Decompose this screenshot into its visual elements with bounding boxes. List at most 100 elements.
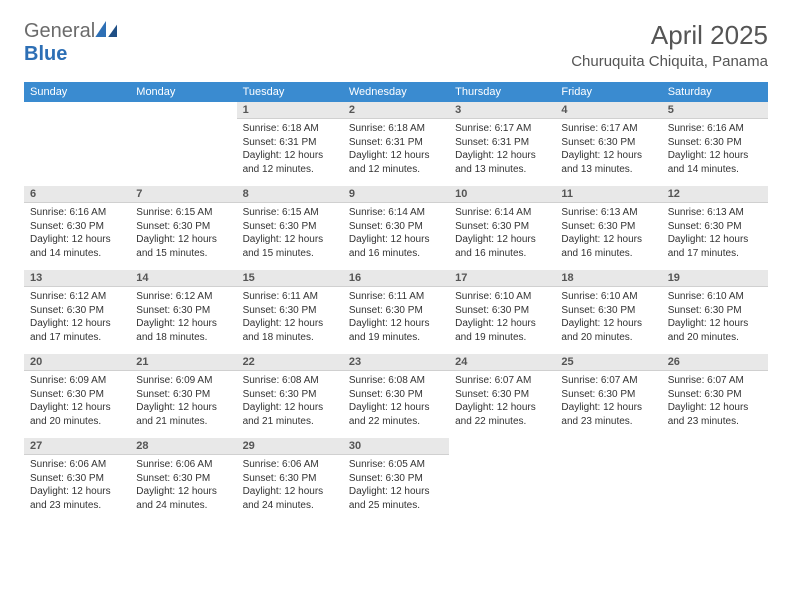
day-number: 25	[555, 354, 661, 371]
weekday-header: Wednesday	[343, 82, 449, 102]
calendar-day-cell: 11Sunrise: 6:13 AMSunset: 6:30 PMDayligh…	[555, 186, 661, 270]
calendar-day-cell	[555, 438, 661, 522]
day-number: 27	[24, 438, 130, 455]
brand-name-blue: Blue	[24, 43, 67, 65]
day-number: 17	[449, 270, 555, 287]
day-number: 4	[555, 102, 661, 119]
weekday-header: Monday	[130, 82, 236, 102]
calendar-week-row: 27Sunrise: 6:06 AMSunset: 6:30 PMDayligh…	[24, 438, 768, 522]
day-details: Sunrise: 6:10 AMSunset: 6:30 PMDaylight:…	[449, 287, 555, 354]
calendar-day-cell: 22Sunrise: 6:08 AMSunset: 6:30 PMDayligh…	[237, 354, 343, 438]
day-number: 22	[237, 354, 343, 371]
day-details: Sunrise: 6:17 AMSunset: 6:30 PMDaylight:…	[555, 119, 661, 186]
weekday-header: Saturday	[662, 82, 768, 102]
calendar-day-cell: 2Sunrise: 6:18 AMSunset: 6:31 PMDaylight…	[343, 102, 449, 186]
day-details: Sunrise: 6:11 AMSunset: 6:30 PMDaylight:…	[343, 287, 449, 354]
day-details: Sunrise: 6:07 AMSunset: 6:30 PMDaylight:…	[449, 371, 555, 438]
day-number: 1	[237, 102, 343, 119]
calendar-body: 1Sunrise: 6:18 AMSunset: 6:31 PMDaylight…	[24, 102, 768, 522]
calendar-day-cell: 13Sunrise: 6:12 AMSunset: 6:30 PMDayligh…	[24, 270, 130, 354]
day-number: 13	[24, 270, 130, 287]
day-details: Sunrise: 6:06 AMSunset: 6:30 PMDaylight:…	[24, 455, 130, 522]
day-number: 10	[449, 186, 555, 203]
calendar-day-cell: 21Sunrise: 6:09 AMSunset: 6:30 PMDayligh…	[130, 354, 236, 438]
day-number: 23	[343, 354, 449, 371]
calendar-day-cell: 15Sunrise: 6:11 AMSunset: 6:30 PMDayligh…	[237, 270, 343, 354]
day-details: Sunrise: 6:08 AMSunset: 6:30 PMDaylight:…	[237, 371, 343, 438]
day-details: Sunrise: 6:08 AMSunset: 6:30 PMDaylight:…	[343, 371, 449, 438]
calendar-day-cell: 6Sunrise: 6:16 AMSunset: 6:30 PMDaylight…	[24, 186, 130, 270]
day-details: Sunrise: 6:07 AMSunset: 6:30 PMDaylight:…	[662, 371, 768, 438]
day-number: 16	[343, 270, 449, 287]
day-details: Sunrise: 6:16 AMSunset: 6:30 PMDaylight:…	[662, 119, 768, 186]
day-details: Sunrise: 6:18 AMSunset: 6:31 PMDaylight:…	[343, 119, 449, 186]
day-details: Sunrise: 6:14 AMSunset: 6:30 PMDaylight:…	[343, 203, 449, 270]
calendar-day-cell: 1Sunrise: 6:18 AMSunset: 6:31 PMDaylight…	[237, 102, 343, 186]
calendar-day-cell: 17Sunrise: 6:10 AMSunset: 6:30 PMDayligh…	[449, 270, 555, 354]
day-number: 29	[237, 438, 343, 455]
day-details: Sunrise: 6:11 AMSunset: 6:30 PMDaylight:…	[237, 287, 343, 354]
weekday-header: Thursday	[449, 82, 555, 102]
day-details: Sunrise: 6:13 AMSunset: 6:30 PMDaylight:…	[555, 203, 661, 270]
day-details: Sunrise: 6:16 AMSunset: 6:30 PMDaylight:…	[24, 203, 130, 270]
calendar-day-cell: 28Sunrise: 6:06 AMSunset: 6:30 PMDayligh…	[130, 438, 236, 522]
day-details: Sunrise: 6:09 AMSunset: 6:30 PMDaylight:…	[130, 371, 236, 438]
day-number: 15	[237, 270, 343, 287]
calendar-day-cell: 27Sunrise: 6:06 AMSunset: 6:30 PMDayligh…	[24, 438, 130, 522]
calendar-day-cell: 5Sunrise: 6:16 AMSunset: 6:30 PMDaylight…	[662, 102, 768, 186]
day-number: 2	[343, 102, 449, 119]
day-number: 19	[662, 270, 768, 287]
day-number: 18	[555, 270, 661, 287]
calendar-day-cell	[662, 438, 768, 522]
calendar-week-row: 13Sunrise: 6:12 AMSunset: 6:30 PMDayligh…	[24, 270, 768, 354]
day-number: 14	[130, 270, 236, 287]
calendar-day-cell: 7Sunrise: 6:15 AMSunset: 6:30 PMDaylight…	[130, 186, 236, 270]
calendar-week-row: 20Sunrise: 6:09 AMSunset: 6:30 PMDayligh…	[24, 354, 768, 438]
title-block: April 2025 Churuquita Chiquita, Panama	[571, 20, 768, 70]
day-number: 26	[662, 354, 768, 371]
calendar-day-cell: 18Sunrise: 6:10 AMSunset: 6:30 PMDayligh…	[555, 270, 661, 354]
calendar-day-cell: 20Sunrise: 6:09 AMSunset: 6:30 PMDayligh…	[24, 354, 130, 438]
day-number: 20	[24, 354, 130, 371]
day-details: Sunrise: 6:18 AMSunset: 6:31 PMDaylight:…	[237, 119, 343, 186]
calendar-day-cell: 30Sunrise: 6:05 AMSunset: 6:30 PMDayligh…	[343, 438, 449, 522]
calendar-day-cell: 4Sunrise: 6:17 AMSunset: 6:30 PMDaylight…	[555, 102, 661, 186]
day-details: Sunrise: 6:05 AMSunset: 6:30 PMDaylight:…	[343, 455, 449, 522]
day-number: 28	[130, 438, 236, 455]
calendar-day-cell: 9Sunrise: 6:14 AMSunset: 6:30 PMDaylight…	[343, 186, 449, 270]
brand-name-gray: General	[24, 20, 95, 42]
day-details: Sunrise: 6:15 AMSunset: 6:30 PMDaylight:…	[237, 203, 343, 270]
brand-sail-icon	[95, 20, 117, 36]
day-number: 9	[343, 186, 449, 203]
calendar-header-row: SundayMondayTuesdayWednesdayThursdayFrid…	[24, 82, 768, 102]
calendar-day-cell: 24Sunrise: 6:07 AMSunset: 6:30 PMDayligh…	[449, 354, 555, 438]
day-details: Sunrise: 6:07 AMSunset: 6:30 PMDaylight:…	[555, 371, 661, 438]
calendar-day-cell: 19Sunrise: 6:10 AMSunset: 6:30 PMDayligh…	[662, 270, 768, 354]
weekday-header: Friday	[555, 82, 661, 102]
calendar-day-cell: 26Sunrise: 6:07 AMSunset: 6:30 PMDayligh…	[662, 354, 768, 438]
header: General Blue April 2025 Churuquita Chiqu…	[24, 20, 768, 70]
calendar-day-cell: 3Sunrise: 6:17 AMSunset: 6:31 PMDaylight…	[449, 102, 555, 186]
calendar-day-cell	[449, 438, 555, 522]
weekday-header: Tuesday	[237, 82, 343, 102]
calendar-day-cell: 12Sunrise: 6:13 AMSunset: 6:30 PMDayligh…	[662, 186, 768, 270]
brand-name: General Blue	[24, 20, 117, 66]
day-number: 11	[555, 186, 661, 203]
day-details: Sunrise: 6:06 AMSunset: 6:30 PMDaylight:…	[130, 455, 236, 522]
calendar-week-row: 1Sunrise: 6:18 AMSunset: 6:31 PMDaylight…	[24, 102, 768, 186]
calendar-day-cell: 10Sunrise: 6:14 AMSunset: 6:30 PMDayligh…	[449, 186, 555, 270]
calendar-day-cell: 14Sunrise: 6:12 AMSunset: 6:30 PMDayligh…	[130, 270, 236, 354]
calendar-day-cell	[24, 102, 130, 186]
day-number: 21	[130, 354, 236, 371]
day-details: Sunrise: 6:13 AMSunset: 6:30 PMDaylight:…	[662, 203, 768, 270]
calendar-day-cell: 16Sunrise: 6:11 AMSunset: 6:30 PMDayligh…	[343, 270, 449, 354]
day-number: 12	[662, 186, 768, 203]
day-details: Sunrise: 6:10 AMSunset: 6:30 PMDaylight:…	[555, 287, 661, 354]
day-number: 3	[449, 102, 555, 119]
calendar-day-cell: 23Sunrise: 6:08 AMSunset: 6:30 PMDayligh…	[343, 354, 449, 438]
day-details: Sunrise: 6:17 AMSunset: 6:31 PMDaylight:…	[449, 119, 555, 186]
day-number: 6	[24, 186, 130, 203]
calendar-week-row: 6Sunrise: 6:16 AMSunset: 6:30 PMDaylight…	[24, 186, 768, 270]
day-details: Sunrise: 6:10 AMSunset: 6:30 PMDaylight:…	[662, 287, 768, 354]
day-number: 5	[662, 102, 768, 119]
